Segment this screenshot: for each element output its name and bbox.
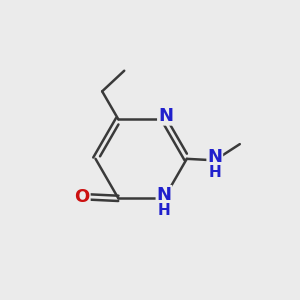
Text: H: H (208, 165, 221, 180)
Text: N: N (157, 186, 172, 204)
Text: H: H (158, 203, 170, 218)
Text: N: N (158, 107, 173, 125)
Text: O: O (74, 188, 90, 206)
Text: N: N (207, 148, 222, 166)
